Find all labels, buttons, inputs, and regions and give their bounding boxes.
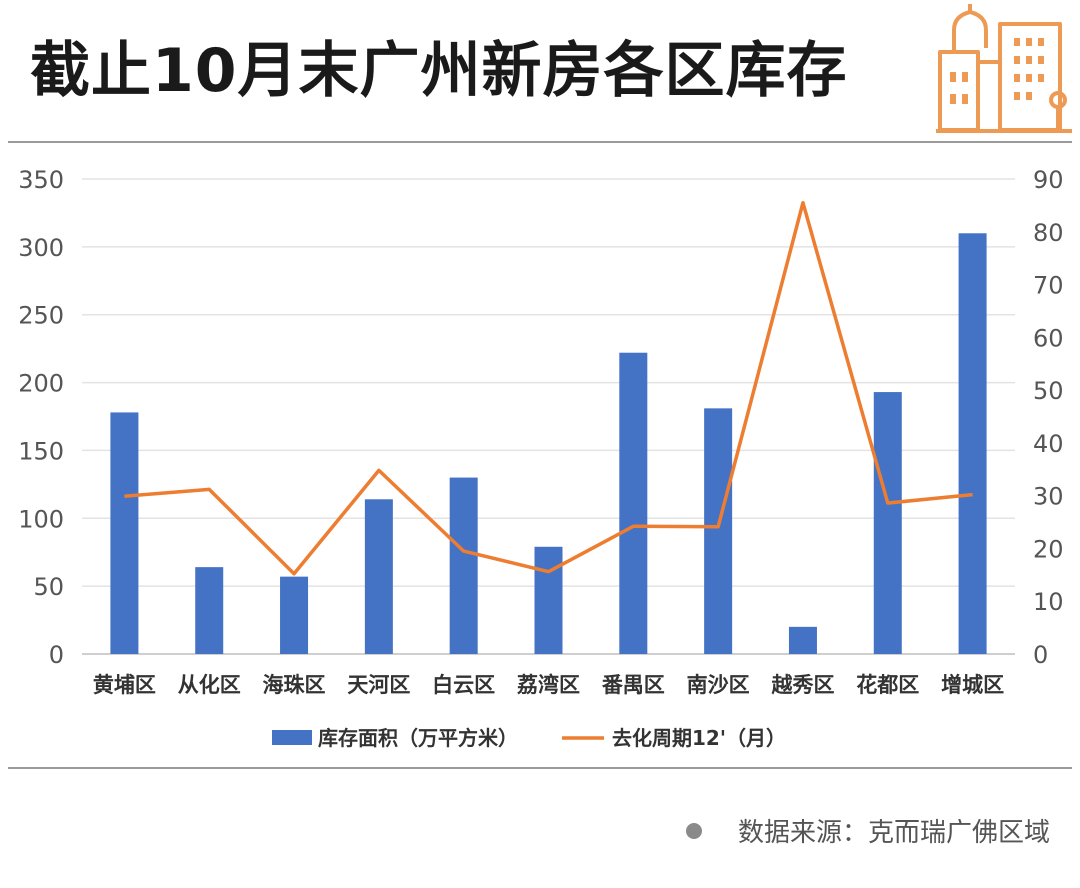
bar: [873, 392, 902, 654]
y-left-tick-label: 200: [18, 370, 64, 398]
bar: [195, 567, 224, 654]
y-right-tick-label: 10: [1033, 588, 1064, 616]
y-right-tick-label: 50: [1033, 377, 1064, 405]
bar: [958, 233, 987, 655]
y-right-tick-label: 20: [1033, 535, 1064, 563]
y-left-tick-label: 0: [49, 641, 64, 669]
x-tick-label: 花都区: [856, 673, 919, 697]
x-tick-label: 番禺区: [601, 673, 665, 697]
city-buildings-icon: [936, 4, 1072, 133]
y-right-tick-label: 30: [1033, 483, 1064, 511]
series-line-turnover: [124, 201, 973, 576]
source-note: 数据来源：克而瑞广佛区域: [685, 812, 1050, 849]
x-tick-label: 海珠区: [263, 673, 326, 697]
x-tick-label: 从化区: [178, 673, 241, 697]
bullet-icon: [685, 822, 702, 839]
bar: [619, 352, 648, 654]
y-left-tick-label: 150: [18, 437, 64, 465]
x-tick-label: 黄埔区: [93, 673, 156, 697]
legend-label-line: 去化周期12'（月）: [612, 726, 786, 750]
x-tick-label: 越秀区: [770, 673, 834, 697]
y-right-tick-label: 40: [1033, 430, 1064, 458]
y-left-tick-label: 250: [18, 302, 64, 330]
x-tick-label: 白云区: [432, 673, 495, 697]
bottom-divider: [8, 767, 1072, 769]
y-right-tick-label: 70: [1033, 272, 1064, 300]
bar: [449, 477, 478, 654]
y-left-tick-label: 50: [33, 573, 64, 601]
y-right-tick-label: 80: [1033, 219, 1064, 247]
bar: [704, 408, 733, 654]
top-divider: [8, 141, 1072, 143]
y-right-tick-label: 0: [1033, 641, 1048, 669]
y-left-tick-label: 100: [18, 505, 64, 533]
chart-title: 截止10月末广州新房各区库存: [30, 36, 848, 106]
legend-swatch-bars: [272, 730, 312, 745]
bar: [364, 499, 393, 654]
x-tick-label: 天河区: [347, 673, 410, 697]
bar: [110, 412, 139, 654]
y-left-tick-label: 300: [18, 234, 64, 262]
bar: [788, 626, 817, 654]
bar: [280, 576, 309, 654]
bar: [534, 546, 563, 654]
legend-label-bars: 库存面积（万平方米）: [318, 726, 518, 750]
source-text: 数据来源：克而瑞广佛区域: [737, 818, 1050, 848]
x-tick-label: 增城区: [941, 673, 1004, 697]
y-left-tick-label: 350: [18, 166, 64, 194]
x-tick-label: 南沙区: [687, 673, 750, 697]
y-right-tick-label: 60: [1033, 324, 1064, 352]
x-tick-label: 荔湾区: [517, 673, 580, 697]
y-right-tick-label: 90: [1033, 166, 1064, 194]
inventory-chart: 0 50 100 150 200 250 300 350 0 10 20 30 40 50 60 70 80 90…: [18, 166, 1064, 750]
